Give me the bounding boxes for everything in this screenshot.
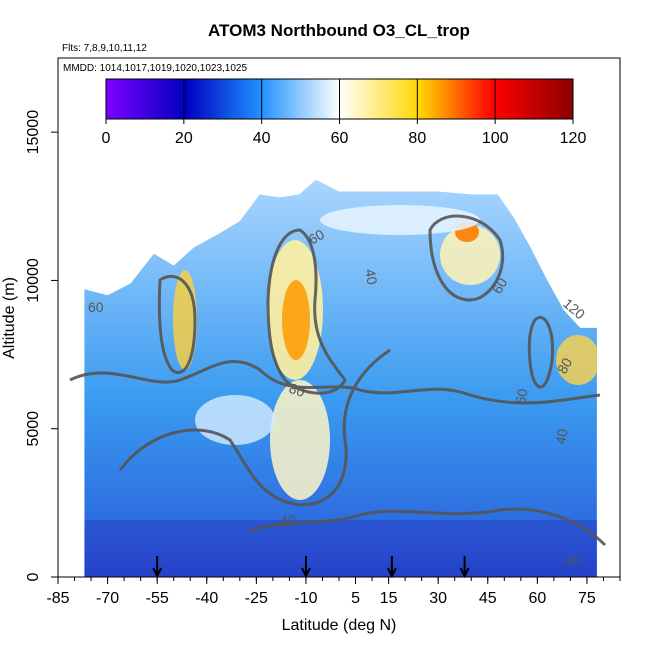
- colorbar-tick-label: 20: [175, 130, 193, 147]
- flight-marker-arrowhead: [301, 567, 311, 579]
- contour-label: 40: [362, 268, 380, 286]
- colorbar-tick-label: 120: [560, 130, 587, 147]
- contour-label: 40: [280, 512, 296, 528]
- x-tick-label: 75: [578, 590, 596, 607]
- y-axis: 0 5000 10000 15000: [25, 58, 59, 581]
- colorbar-tick-label: 100: [482, 130, 509, 147]
- x-tick-label: -85: [46, 590, 69, 607]
- x-tick-label: 30: [429, 590, 447, 607]
- flight-marker-arrowhead: [459, 567, 470, 579]
- dates-annotation: MMDD: 1014,1017,1019,1020,1023,1025: [63, 63, 247, 74]
- contour-label: 40: [552, 427, 570, 445]
- contour-60-north: [428, 214, 505, 302]
- plume-north-edge: [556, 335, 597, 385]
- x-tick-label: -70: [96, 590, 119, 607]
- plume-midlevel: [195, 395, 275, 445]
- colorbar-tick-label: 60: [331, 130, 349, 147]
- colorbar-tick-label: 0: [102, 130, 111, 147]
- ozone-field: [84, 180, 597, 577]
- contour-label: 80: [287, 380, 307, 400]
- flights-annotation: Flts: 7,8,9,10,11,12: [62, 43, 147, 54]
- plume-top-band: [320, 205, 480, 235]
- x-tick-label: -55: [146, 590, 169, 607]
- y-tick-label: 0: [25, 572, 42, 581]
- boundary-layer: [84, 520, 597, 577]
- y-tick-label: 10000: [25, 258, 42, 303]
- contour-label: 60: [489, 275, 511, 297]
- y-tick-label: 5000: [25, 411, 42, 447]
- contour-label: 60: [306, 226, 328, 248]
- contour-label: 60: [512, 387, 530, 405]
- plume-equator-core: [282, 280, 310, 360]
- flight-marker-arrowhead: [386, 567, 397, 579]
- plume-lower-equator: [270, 380, 330, 500]
- contour-80-equator: [266, 228, 347, 395]
- x-tick-label: -40: [195, 590, 218, 607]
- x-tick-label: 60: [528, 590, 546, 607]
- colorbar-ticks: 0 20 40 60 80 100 120: [102, 79, 587, 147]
- x-axis-label: Latitude (deg N): [282, 617, 397, 634]
- y-axis-label: Altitude (m): [1, 277, 18, 359]
- x-tick-label: -10: [294, 590, 317, 607]
- contour-40-surface: [249, 507, 607, 547]
- contour-label: 40: [565, 552, 581, 568]
- contour-40-lower: [69, 359, 601, 405]
- contour-120-edge: [527, 316, 555, 389]
- flight-markers: [152, 556, 470, 579]
- colorbar: 0 20 40 60 80 100 120: [102, 78, 587, 147]
- x-tick-label: 15: [380, 590, 398, 607]
- x-tick-label: -25: [245, 590, 268, 607]
- contour-label: 60: [88, 299, 104, 315]
- flight-marker-arrowhead: [152, 567, 163, 579]
- chart-title: ATOM3 Northbound O3_CL_trop: [208, 21, 470, 40]
- x-tick-label: 5: [351, 590, 360, 607]
- x-tick-label: 45: [479, 590, 497, 607]
- contour-lines: [69, 214, 607, 547]
- plume-north-upper: [440, 225, 500, 285]
- y-tick-label: 15000: [25, 110, 42, 155]
- contour-60-mid: [118, 348, 391, 507]
- colorbar-tick-label: 40: [253, 130, 271, 147]
- contour-label: 80: [554, 355, 576, 377]
- x-axis: -85 -70 -55 -40 -25 -10 5 15 30 45 60 75: [46, 576, 621, 607]
- contour-40-south: [157, 274, 197, 374]
- colorbar-tick-label: 80: [408, 130, 426, 147]
